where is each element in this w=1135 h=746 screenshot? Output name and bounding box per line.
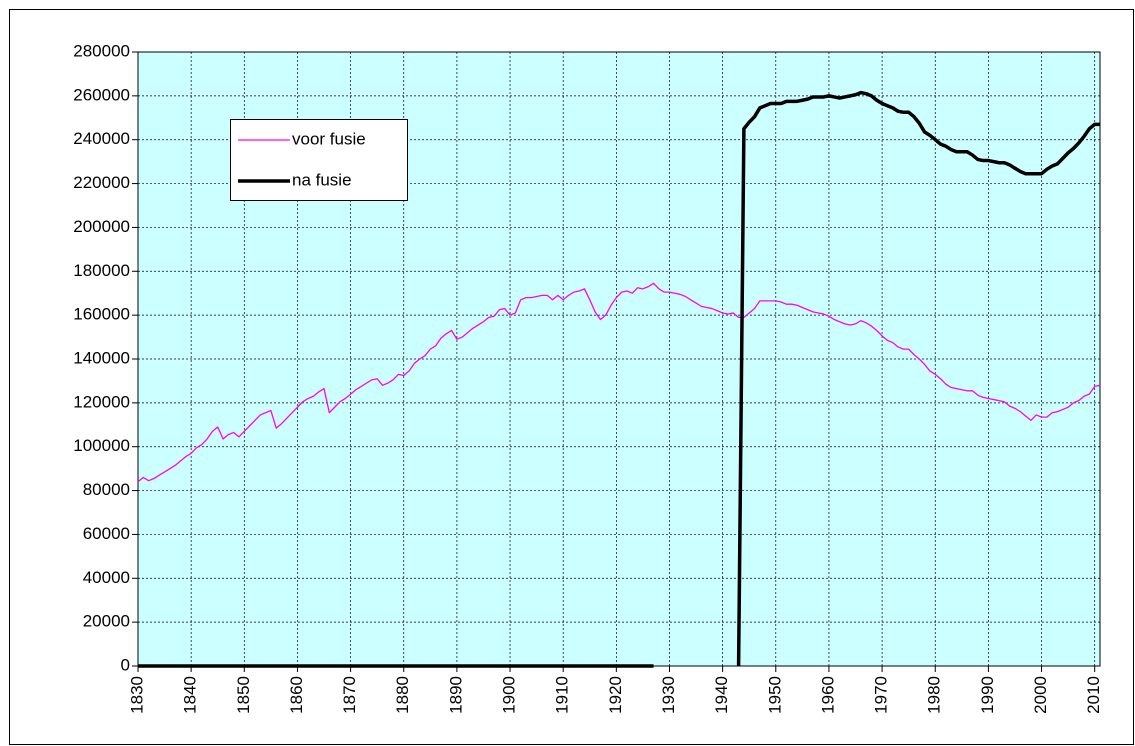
y-tick-label: 280000 — [73, 41, 130, 60]
x-tick-label: 2010 — [1084, 676, 1103, 714]
x-tick-label: 1840 — [181, 676, 200, 714]
y-tick-label: 240000 — [73, 129, 130, 148]
x-tick-label: 1930 — [659, 676, 678, 714]
x-tick-label: 1970 — [872, 676, 891, 714]
x-tick-label: 1950 — [765, 676, 784, 714]
x-tick-label: 1880 — [393, 676, 412, 714]
y-tick-label: 100000 — [73, 436, 130, 455]
x-tick-label: 1910 — [553, 676, 572, 714]
x-tick-label: 1940 — [712, 676, 731, 714]
y-tick-label: 200000 — [73, 217, 130, 236]
x-tick-label: 1980 — [925, 676, 944, 714]
legend-box — [230, 119, 408, 201]
x-tick-label: 1900 — [500, 676, 519, 714]
y-tick-label: 120000 — [73, 392, 130, 411]
y-tick-label: 160000 — [73, 305, 130, 324]
y-tick-label: 60000 — [83, 524, 130, 543]
x-tick-label: 1990 — [978, 676, 997, 714]
x-tick-label: 1860 — [287, 676, 306, 714]
y-tick-label: 40000 — [83, 568, 130, 587]
y-tick-label: 220000 — [73, 173, 130, 192]
series-line — [138, 90, 1100, 668]
y-tick-label: 0 — [121, 655, 130, 674]
legend-label: voor fusie — [292, 129, 366, 148]
series-line — [137, 282, 1101, 483]
y-tick-label: 180000 — [73, 261, 130, 280]
x-tick-label: 1890 — [446, 676, 465, 714]
x-tick-label: 1850 — [234, 676, 253, 714]
y-tick-label: 260000 — [73, 85, 130, 104]
x-tick-label: 1870 — [340, 676, 359, 714]
x-tick-label: 2000 — [1031, 676, 1050, 714]
x-tick-label: 1960 — [818, 676, 837, 714]
y-tick-label: 80000 — [83, 480, 130, 499]
legend-label: na fusie — [292, 170, 352, 189]
x-tick-label: 1920 — [606, 676, 625, 714]
y-tick-label: 20000 — [83, 612, 130, 631]
y-tick-label: 140000 — [73, 348, 130, 367]
x-tick-label: 1830 — [127, 676, 146, 714]
